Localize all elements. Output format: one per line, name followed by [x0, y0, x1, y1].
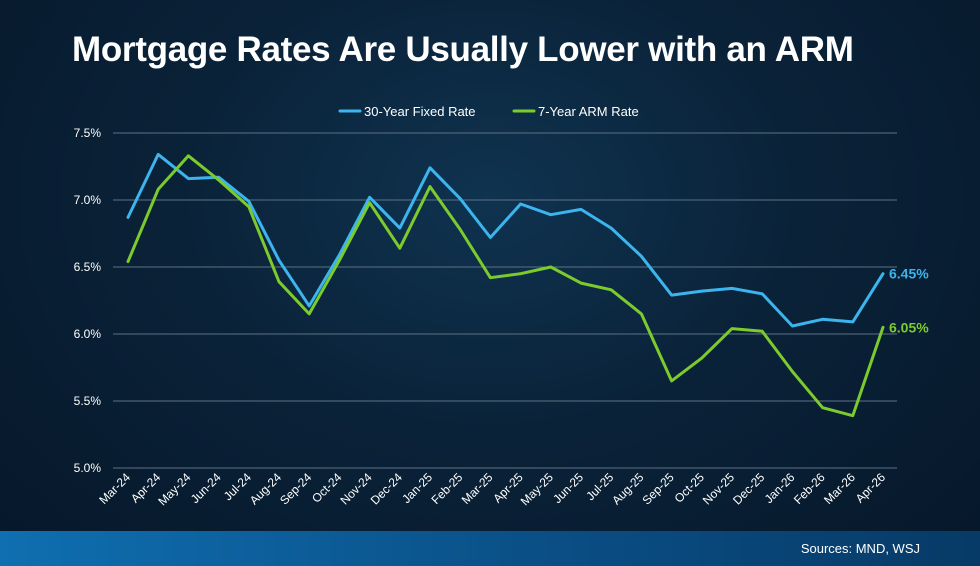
legend-label: 30-Year Fixed Rate — [364, 104, 476, 119]
x-tick-label: Jan-25 — [399, 470, 435, 506]
x-tick-label: Jun-24 — [188, 470, 224, 506]
y-tick-label: 5.5% — [74, 394, 102, 408]
y-tick-label: 5.0% — [74, 461, 102, 475]
y-tick-label: 6.0% — [74, 327, 102, 341]
x-tick-label: Nov-24 — [337, 470, 374, 507]
gridlines — [113, 132, 897, 469]
series-lines — [126, 152, 885, 418]
x-axis-tick-labels: Mar-24Apr-24May-24Jun-24Jul-24Aug-24Sep-… — [96, 470, 888, 508]
line-chart: 5.0% 5.5% 6.0% 6.5% 7.0% 7.5% Mar-24Apr-24May… — [74, 104, 930, 508]
y-tick-label: 6.5% — [74, 260, 102, 274]
series-line-fixed — [126, 152, 885, 328]
footer-bar: Sources: MND, WSJ — [0, 531, 980, 566]
legend: 30-Year Fixed Rate 7-Year ARM Rate — [338, 104, 639, 119]
legend-item: 30-Year Fixed Rate — [338, 104, 476, 119]
series-line-arm — [126, 154, 885, 418]
y-axis-tick-labels: 5.0% 5.5% 6.0% 6.5% 7.0% 7.5% — [74, 126, 102, 475]
y-tick-label: 7.5% — [74, 126, 102, 140]
x-tick-label: Sep-24 — [277, 470, 314, 507]
x-tick-label: Apr-26 — [853, 470, 889, 506]
x-tick-label: Aug-24 — [247, 470, 284, 507]
x-tick-label: Aug-25 — [609, 470, 646, 507]
x-tick-label: Dec-25 — [730, 470, 767, 507]
source-note: Sources: MND, WSJ — [800, 541, 920, 556]
end-label-fixed: 6.45% — [889, 266, 929, 282]
legend-label: 7-Year ARM Rate — [538, 104, 639, 119]
end-label-arm: 6.05% — [889, 319, 929, 335]
x-tick-label: May-25 — [518, 470, 556, 508]
y-tick-label: 7.0% — [74, 193, 102, 207]
x-tick-label: Nov-25 — [700, 470, 737, 507]
x-tick-label: Feb-26 — [791, 470, 828, 507]
end-value-labels: 6.45% 6.05% — [889, 266, 929, 336]
x-tick-label: Sep-25 — [639, 470, 676, 507]
x-tick-label: Jun-25 — [550, 470, 586, 506]
legend-item: 7-Year ARM Rate — [512, 104, 639, 119]
x-tick-label: Jan-26 — [762, 470, 798, 506]
x-tick-label: Mar-24 — [96, 470, 133, 507]
chart-title: Mortgage Rates Are Usually Lower with an… — [72, 30, 854, 69]
x-tick-label: Feb-25 — [429, 470, 466, 507]
x-tick-label: Dec-24 — [368, 470, 405, 507]
x-tick-label: Mar-25 — [459, 470, 496, 507]
x-tick-label: Mar-26 — [821, 470, 858, 507]
x-tick-label: May-24 — [155, 470, 193, 508]
